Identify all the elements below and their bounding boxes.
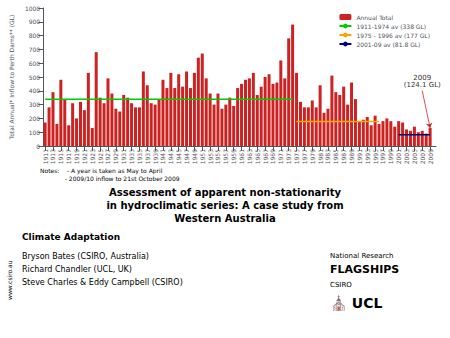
svg-text:1911: 1911	[42, 149, 49, 164]
svg-text:2003: 2003	[403, 149, 410, 164]
svg-text:Climate Adaptation: Climate Adaptation	[22, 232, 120, 242]
svg-text:1973: 1973	[285, 149, 292, 164]
svg-text:1967: 1967	[262, 149, 269, 164]
svg-text:800: 800	[29, 32, 41, 39]
svg-text:- 2009/10 inflow to 21st Octob: - 2009/10 inflow to 21st October 2009	[40, 175, 180, 182]
svg-text:in hydroclimatic series: A cas: in hydroclimatic series: A case study fr…	[106, 200, 343, 211]
svg-text:1963: 1963	[246, 149, 253, 164]
svg-text:1975 - 1996 av (177 GL): 1975 - 1996 av (177 GL)	[356, 32, 430, 39]
svg-text:1983: 1983	[324, 149, 331, 164]
svg-text:www.csiro.au: www.csiro.au	[6, 260, 13, 300]
svg-text:1995: 1995	[372, 149, 379, 164]
svg-text:1937: 1937	[144, 149, 151, 164]
svg-text:2001-09 av (81.8 GL): 2001-09 av (81.8 GL)	[356, 41, 420, 48]
svg-text:Steve Charles & Eddy Campbell: Steve Charles & Eddy Campbell (CSIRO)	[22, 278, 183, 287]
svg-text:1933: 1933	[128, 149, 135, 164]
svg-text:2007: 2007	[419, 149, 426, 164]
svg-text:1955: 1955	[214, 149, 221, 164]
svg-text:1913: 1913	[49, 149, 56, 164]
svg-text:Richard Chandler (UCL, UK): Richard Chandler (UCL, UK)	[22, 265, 132, 274]
svg-text:1945: 1945	[175, 149, 182, 164]
svg-text:1959: 1959	[230, 149, 237, 164]
svg-text:1987: 1987	[340, 149, 347, 164]
svg-text:1931: 1931	[120, 149, 127, 164]
svg-text:1939: 1939	[152, 149, 159, 164]
svg-text:CSIRO: CSIRO	[330, 281, 352, 289]
svg-text:1915: 1915	[57, 149, 64, 164]
svg-text:1923: 1923	[89, 149, 96, 164]
svg-text:1965: 1965	[254, 149, 261, 164]
svg-text:1927: 1927	[104, 149, 111, 164]
svg-text:Bryson Bates (CSIRO, Australia: Bryson Bates (CSIRO, Australia)	[22, 252, 149, 261]
svg-text:Total Annual* Inflow to Perth: Total Annual* Inflow to Perth Dams** (GL…	[8, 15, 15, 141]
svg-text:1997: 1997	[379, 149, 386, 164]
svg-text:400: 400	[29, 87, 41, 94]
svg-text:Assessment of apparent non-sta: Assessment of apparent non-stationarity	[109, 187, 341, 198]
svg-text:National Research: National Research	[330, 252, 394, 260]
svg-text:1953: 1953	[207, 149, 214, 164]
svg-text:1993: 1993	[364, 149, 371, 164]
svg-text:1947: 1947	[183, 149, 190, 164]
svg-text:1000: 1000	[25, 5, 40, 12]
svg-text:1943: 1943	[167, 149, 174, 164]
svg-text:Annual Total: Annual Total	[356, 14, 393, 21]
svg-text:900: 900	[29, 18, 41, 25]
svg-text:2009: 2009	[413, 74, 432, 83]
svg-text:1917: 1917	[65, 149, 72, 164]
svg-text:1961: 1961	[238, 149, 245, 164]
svg-text:1957: 1957	[222, 149, 229, 164]
svg-text:1985: 1985	[332, 149, 339, 164]
svg-text:1921: 1921	[81, 149, 88, 164]
svg-text:1925: 1925	[97, 149, 104, 164]
svg-text:1991: 1991	[356, 149, 363, 164]
svg-text:2009: 2009	[427, 149, 434, 164]
svg-text:200: 200	[29, 115, 41, 122]
svg-text:1951: 1951	[199, 149, 206, 164]
svg-text:(124.1 GL): (124.1 GL)	[404, 81, 441, 89]
svg-text:1979: 1979	[309, 149, 316, 164]
svg-text:1949: 1949	[191, 149, 198, 164]
svg-text:1999: 1999	[387, 149, 394, 164]
svg-text:1941: 1941	[159, 149, 166, 164]
svg-text:⛪ UCL: ⛪ UCL	[330, 294, 383, 312]
svg-text:0: 0	[36, 143, 40, 150]
svg-text:2001: 2001	[395, 149, 402, 164]
svg-text:FLAGSHIPS: FLAGSHIPS	[330, 263, 399, 276]
svg-text:Western Australia: Western Australia	[174, 213, 275, 224]
svg-text:300: 300	[29, 101, 41, 108]
svg-text:1929: 1929	[112, 149, 119, 164]
svg-text:1977: 1977	[301, 149, 308, 164]
svg-text:1935: 1935	[136, 149, 143, 164]
svg-text:1919: 1919	[73, 149, 80, 164]
svg-text:2005: 2005	[411, 149, 418, 164]
svg-text:1989: 1989	[348, 149, 355, 164]
svg-text:500: 500	[29, 74, 41, 81]
svg-text:1911-1974 av (338 GL): 1911-1974 av (338 GL)	[356, 23, 426, 30]
svg-text:700: 700	[29, 46, 41, 53]
svg-text:100: 100	[29, 129, 41, 136]
svg-text:600: 600	[29, 60, 41, 67]
svg-text:1969: 1969	[269, 149, 276, 164]
svg-text:1975: 1975	[293, 149, 300, 164]
svg-text:Notes: - A year is taken as: Notes: - A year is taken as May to April	[40, 167, 163, 175]
svg-text:1981: 1981	[317, 149, 324, 164]
svg-text:1971: 1971	[277, 149, 284, 164]
